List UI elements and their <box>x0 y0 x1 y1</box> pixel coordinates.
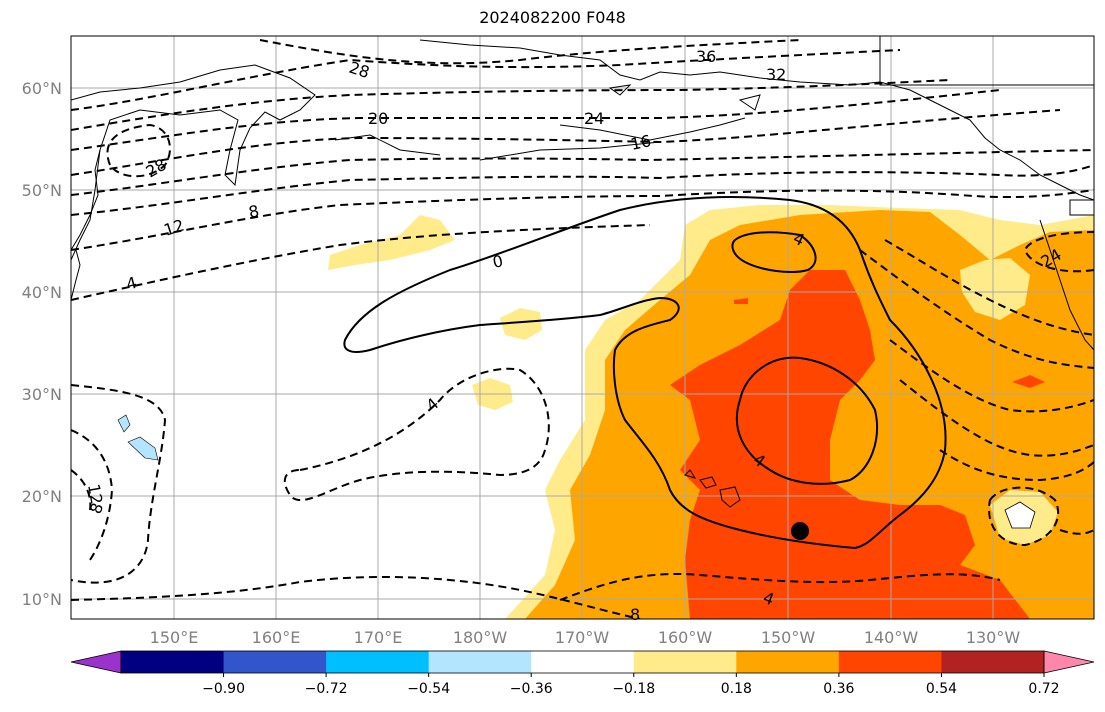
anomaly-fill-yellow-blob1 <box>328 215 455 270</box>
lon-label: 180°W <box>453 628 508 647</box>
anomaly-fill-hole-ne <box>960 258 1030 320</box>
colorbar-segment <box>838 651 942 673</box>
contour-label: 36 <box>696 47 716 66</box>
dashed-contours <box>71 39 1094 619</box>
lon-label: 160°E <box>252 628 301 647</box>
lon-label: 140°W <box>864 628 919 647</box>
solid-contours <box>343 196 947 550</box>
colorbar-frame <box>120 650 1045 674</box>
lon-label: 170°E <box>354 628 403 647</box>
contour-label: 32 <box>766 65 786 84</box>
colorbar-segment <box>633 651 737 673</box>
contour-labels: 28 36 32 20 24 16 12 8 4 28 24 4 12 8 8 … <box>84 47 1065 624</box>
colorbar-extend-low <box>70 650 122 674</box>
lon-label: 160°W <box>658 628 713 647</box>
lon-label: 170°W <box>555 628 610 647</box>
contour-label: 16 <box>629 131 653 154</box>
lon-label: 130°W <box>966 628 1021 647</box>
colorbar-segment <box>223 651 327 673</box>
anomaly-fill-redorange-dot <box>734 298 748 304</box>
lon-label: 150°E <box>150 628 199 647</box>
colorbar-tick-label: −0.18 <box>612 681 655 697</box>
contour-label: 4 <box>124 273 139 294</box>
colorbar-tick-label: 0.18 <box>721 681 752 697</box>
anomaly-fill-lightblue-small <box>117 414 131 433</box>
longitude-labels: 150°E 160°E 170°E 180°W 170°W 160°W 150°… <box>150 628 1021 647</box>
location-marker <box>791 522 809 540</box>
colorbar-tick-label: −0.90 <box>202 681 245 697</box>
anomaly-fill-layer <box>117 205 1094 619</box>
lat-label: 10°N <box>22 590 62 609</box>
anomaly-fill-redorange-blob <box>1012 375 1045 388</box>
colorbar-tick-label: 0.54 <box>926 681 957 697</box>
colorbar-tick-label: 0.72 <box>1028 681 1059 697</box>
lat-label: 30°N <box>22 385 62 404</box>
lat-label: 20°N <box>22 487 62 506</box>
colorbar-segment <box>121 651 225 673</box>
colorbar-extend-high <box>1043 650 1095 674</box>
contour-label: 8 <box>247 201 261 222</box>
colorbar-tick-label: 0.36 <box>823 681 854 697</box>
colorbar-segment <box>531 651 635 673</box>
latitude-labels: 60°N 50°N 40°N 30°N 20°N 10°N <box>22 79 62 609</box>
contour-label: 20 <box>368 109 388 128</box>
colorbar-tick-label: −0.72 <box>305 681 348 697</box>
colorbar-segment <box>428 651 532 673</box>
lat-label: 60°N <box>22 79 62 98</box>
lat-label: 40°N <box>22 283 62 302</box>
colorbar-tick-label: −0.54 <box>407 681 450 697</box>
map-title: 2024082200 F048 <box>479 8 626 27</box>
anomaly-fill-lightblue <box>127 436 159 461</box>
lat-label: 50°N <box>22 181 62 200</box>
colorbar-segment <box>326 651 430 673</box>
map-frame <box>70 35 1095 620</box>
anomaly-fill-yellow-blob2 <box>500 308 542 340</box>
colorbar-segment <box>941 651 1045 673</box>
colorbar-segment <box>736 651 840 673</box>
contour-label: 0 <box>491 251 505 272</box>
contour-label: 12 <box>84 482 106 505</box>
colorbar-tick-label: −0.36 <box>510 681 553 697</box>
graticule <box>71 36 1094 619</box>
anomaly-fill-hole-se-inner <box>1004 501 1036 529</box>
contour-label: 24 <box>584 109 604 128</box>
lon-label: 150°W <box>761 628 816 647</box>
anomaly-fill-redorange <box>670 270 1030 619</box>
contour-label: 8 <box>630 605 640 624</box>
colorbar: −0.90 −0.72 −0.54 −0.36 −0.18 0.18 0.36 0.54 0.7… <box>70 650 1095 697</box>
